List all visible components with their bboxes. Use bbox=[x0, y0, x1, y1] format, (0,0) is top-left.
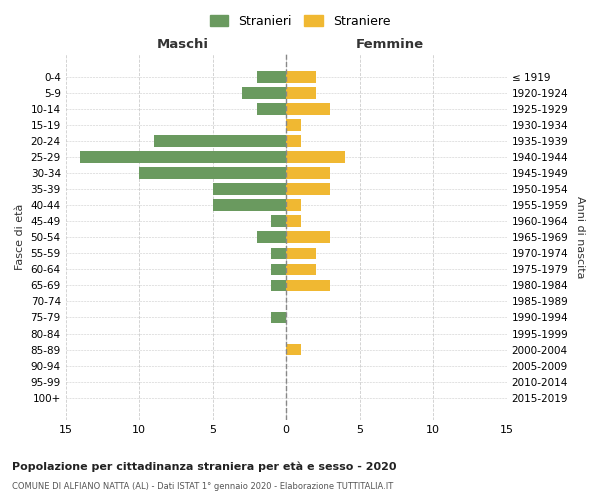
Bar bbox=[286, 71, 316, 83]
Bar bbox=[212, 200, 286, 211]
Bar bbox=[271, 216, 286, 227]
Text: Maschi: Maschi bbox=[157, 38, 209, 51]
Bar bbox=[286, 216, 301, 227]
Bar bbox=[242, 87, 286, 99]
Bar bbox=[286, 264, 316, 275]
Text: COMUNE DI ALFIANO NATTA (AL) - Dati ISTAT 1° gennaio 2020 - Elaborazione TUTTITA: COMUNE DI ALFIANO NATTA (AL) - Dati ISTA… bbox=[12, 482, 393, 491]
Bar bbox=[286, 184, 331, 195]
Legend: Stranieri, Straniere: Stranieri, Straniere bbox=[203, 8, 397, 34]
Bar bbox=[286, 168, 331, 179]
Bar bbox=[80, 151, 286, 163]
Text: Femmine: Femmine bbox=[356, 38, 424, 51]
Bar bbox=[286, 344, 301, 356]
Bar bbox=[271, 264, 286, 275]
Bar bbox=[286, 200, 301, 211]
Bar bbox=[212, 184, 286, 195]
Bar bbox=[286, 87, 316, 99]
Bar bbox=[286, 135, 301, 146]
Bar bbox=[154, 135, 286, 146]
Text: Popolazione per cittadinanza straniera per età e sesso - 2020: Popolazione per cittadinanza straniera p… bbox=[12, 462, 397, 472]
Bar bbox=[286, 151, 345, 163]
Bar bbox=[257, 103, 286, 115]
Bar bbox=[271, 312, 286, 324]
Bar bbox=[257, 232, 286, 243]
Bar bbox=[286, 248, 316, 259]
Y-axis label: Fasce di età: Fasce di età bbox=[15, 204, 25, 270]
Bar bbox=[286, 103, 331, 115]
Bar bbox=[271, 280, 286, 291]
Bar bbox=[139, 168, 286, 179]
Bar bbox=[286, 232, 331, 243]
Bar bbox=[286, 119, 301, 130]
Bar bbox=[257, 71, 286, 83]
Y-axis label: Anni di nascita: Anni di nascita bbox=[575, 196, 585, 278]
Bar bbox=[286, 280, 331, 291]
Bar bbox=[271, 248, 286, 259]
